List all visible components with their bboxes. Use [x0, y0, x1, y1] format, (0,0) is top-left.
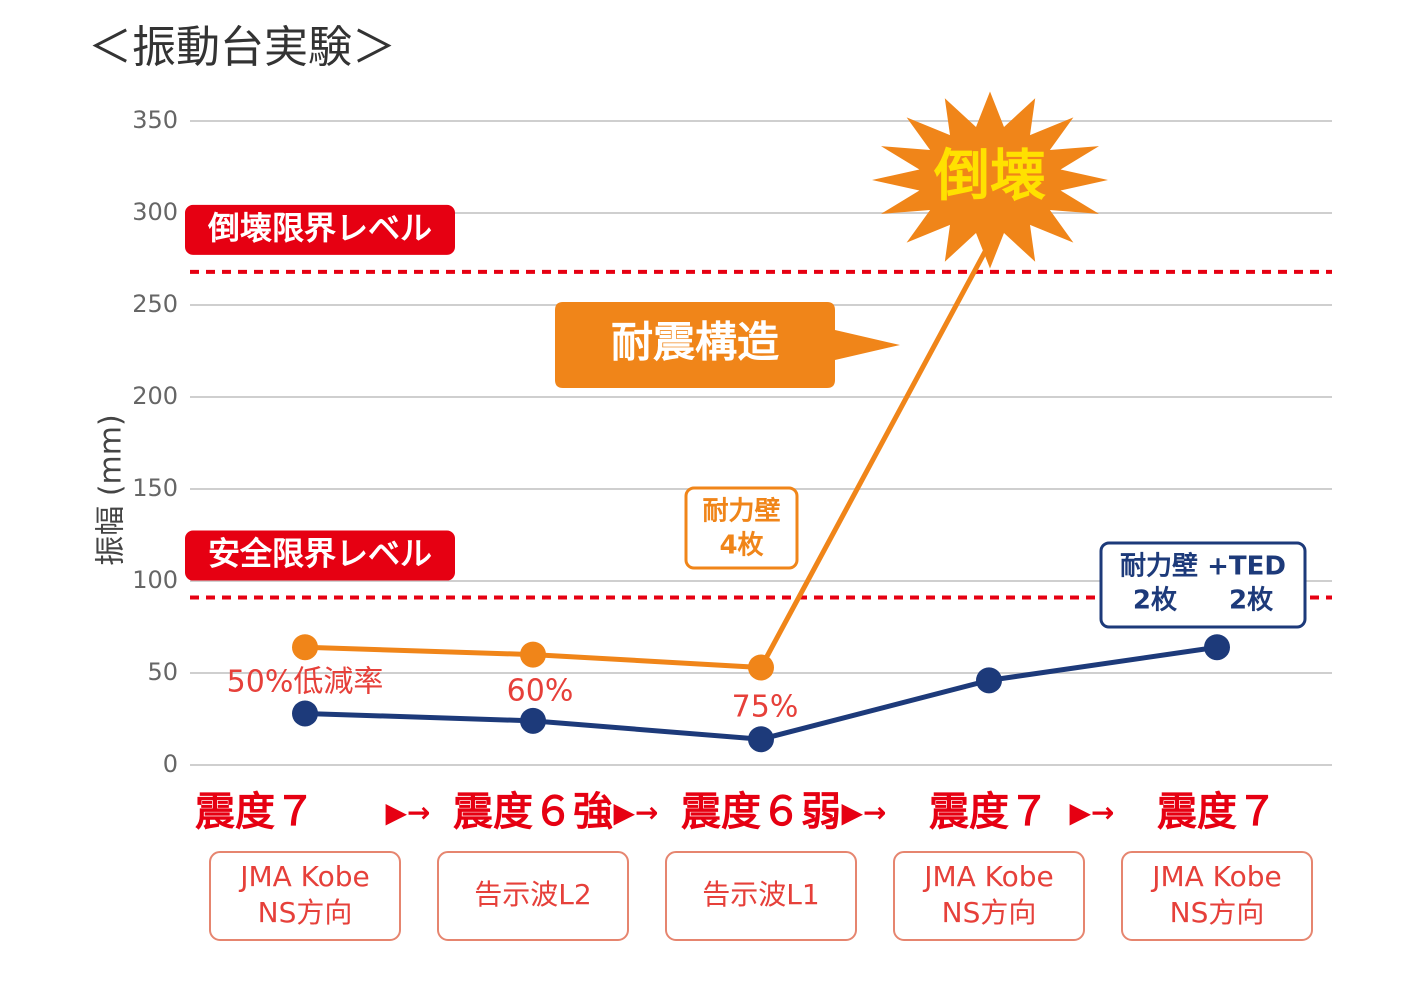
- reference-label-box: [185, 530, 455, 581]
- data-point: [520, 641, 546, 668]
- category-note-box: [1121, 851, 1313, 941]
- series-note-box: [684, 486, 799, 570]
- data-point: [1204, 634, 1230, 661]
- category-arrow: ▶→: [1070, 796, 1115, 829]
- y-tick-label: 300: [132, 198, 178, 226]
- category-note: JMA Kobe: [1150, 860, 1282, 893]
- x-tick-label: 震度７: [1157, 789, 1277, 835]
- category-note-box: [209, 851, 401, 941]
- reduction-label: 75%: [732, 690, 799, 725]
- series-note: 4枚: [719, 531, 763, 561]
- x-tick-label: 震度６強: [453, 789, 613, 835]
- y-tick-label: 50: [147, 658, 178, 686]
- series-note: 耐力壁: [702, 496, 780, 527]
- y-tick-label: 150: [132, 474, 178, 502]
- data-point: [976, 667, 1002, 694]
- category-arrow: ▶→: [614, 796, 659, 829]
- y-tick-label: 200: [132, 382, 178, 410]
- y-tick-label: 250: [132, 290, 178, 318]
- data-point: [292, 634, 318, 661]
- category-arrow: ▶→: [386, 796, 431, 829]
- category-arrow: ▶→: [842, 796, 887, 829]
- category-note: 告示波L1: [702, 878, 819, 911]
- x-tick-label: 震度７: [195, 789, 315, 835]
- category-note: JMA Kobe: [922, 860, 1054, 893]
- reference-label-box: [185, 204, 455, 255]
- collapse-burst: [872, 91, 1108, 269]
- y-tick-label: 100: [132, 566, 178, 594]
- category-note: JMA Kobe: [238, 860, 370, 893]
- data-point: [748, 654, 774, 681]
- y-tick-label: 350: [132, 106, 178, 134]
- series-note: 耐力壁 +TED: [1120, 551, 1286, 582]
- y-tick-label: 0: [163, 750, 178, 778]
- category-note-box: [665, 851, 857, 941]
- reference-label: 安全限界レベル: [208, 535, 432, 573]
- data-point: [748, 726, 774, 753]
- reduction-label: 60%: [507, 674, 574, 709]
- y-axis-label: 振幅 (mm): [94, 414, 129, 565]
- category-note-box: [437, 851, 629, 941]
- category-note-box: [893, 851, 1085, 941]
- chart-title: ＜振動台実験＞: [88, 22, 396, 73]
- category-note: NS方向: [942, 896, 1037, 929]
- x-tick-label: 震度７: [929, 789, 1049, 835]
- data-point: [292, 700, 318, 727]
- category-note: NS方向: [258, 896, 353, 929]
- category-note: 告示波L2: [474, 878, 591, 911]
- series-name: 耐震構造: [611, 318, 779, 367]
- category-note: NS方向: [1170, 896, 1265, 929]
- callout-box: [555, 302, 900, 388]
- reduction-label: 50%低減率: [227, 665, 384, 700]
- series-line: [304, 243, 992, 671]
- series-note-box: [1099, 541, 1307, 629]
- series-note: 2枚 2枚: [1133, 586, 1273, 616]
- data-point: [520, 707, 546, 734]
- reference-label: 倒壊限界レベル: [207, 209, 432, 247]
- collapse-label: 倒壊: [933, 144, 1046, 209]
- x-tick-label: 震度６弱: [681, 789, 841, 835]
